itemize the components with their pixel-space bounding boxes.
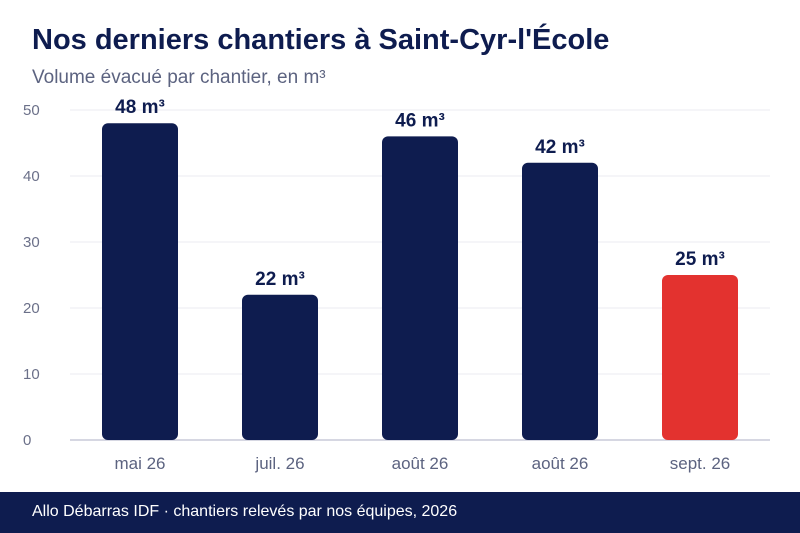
chart-subtitle: Volume évacué par chantier, en m³ — [32, 67, 326, 88]
bar-value-label: 25 m³ — [675, 249, 725, 270]
y-tick-label: 0 — [23, 432, 31, 449]
x-category-label: août 26 — [392, 454, 449, 473]
y-tick-label: 10 — [23, 366, 40, 383]
footer-source: Allo Débarras IDF · chantiers relevés pa… — [32, 503, 458, 520]
bar-value-label: 42 m³ — [535, 137, 585, 158]
x-category-label: mai 26 — [114, 454, 165, 473]
y-tick-label: 40 — [23, 168, 40, 185]
x-category-label: août 26 — [532, 454, 589, 473]
bar-value-label: 46 m³ — [395, 110, 445, 131]
bar — [242, 294, 318, 440]
bar — [522, 162, 598, 441]
bar-chart: 0 10 20 30 40 50 48 m³ mai 26 22 m³ juil. 26 46 m³… — [23, 97, 770, 473]
footer-bar: Allo Débarras IDF · chantiers relevés pa… — [0, 492, 800, 533]
bar — [382, 136, 458, 440]
y-tick-label: 20 — [23, 300, 40, 317]
bar-value-label: 48 m³ — [115, 97, 165, 118]
chart-title: Nos derniers chantiers à Saint-Cyr-l'Éco… — [32, 24, 610, 56]
x-category-label: juil. 26 — [254, 454, 304, 473]
bar — [102, 123, 178, 440]
y-tick-label: 30 — [23, 234, 40, 251]
y-tick-label: 50 — [23, 102, 40, 119]
bar — [662, 275, 738, 440]
x-category-label: sept. 26 — [670, 454, 731, 473]
bar-value-label: 22 m³ — [255, 269, 305, 290]
